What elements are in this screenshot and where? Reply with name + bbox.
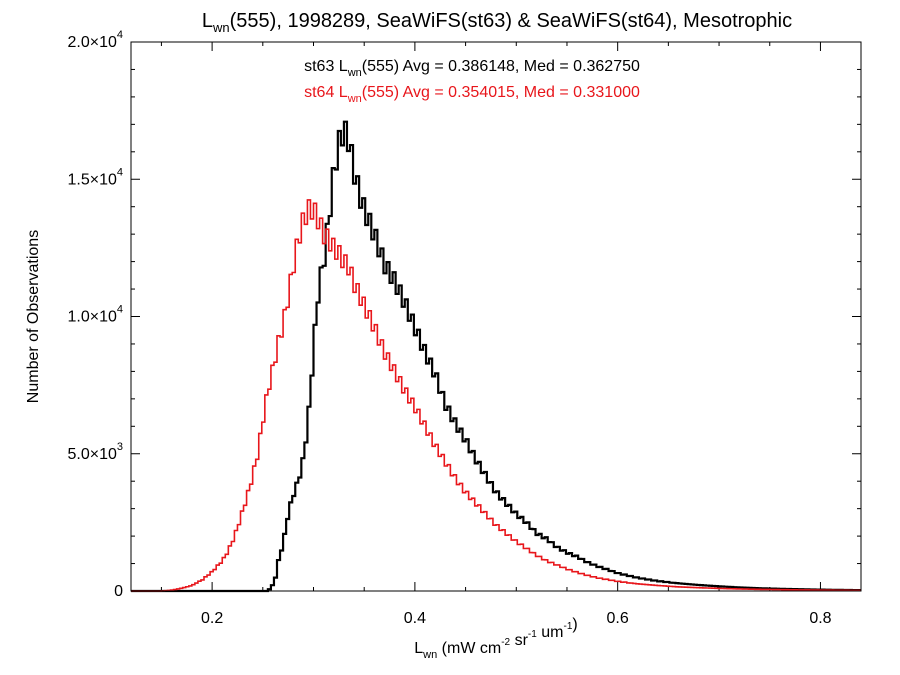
x-tick-label: 0.6	[607, 610, 629, 627]
x-tick-label: 0.2	[201, 610, 223, 627]
chart-title: Lwn(555), 1998289, SeaWiFS(st63) & SeaWi…	[202, 10, 792, 35]
histogram-line-st63	[131, 120, 861, 593]
y-tick-label: 1.5×104	[67, 166, 123, 188]
y-axis-label: Number of Observations	[25, 230, 42, 403]
axis-tick-marks	[131, 41, 861, 592]
x-axis-label: Lwn (mW cm-2 sr-1 um-1)	[414, 616, 577, 661]
y-tick-label: 5.0×103	[67, 441, 123, 463]
stats-text-st64: st64 Lwn(555) Avg = 0.354015, Med = 0.33…	[304, 84, 640, 105]
x-axis-tick-labels: 0.2 0.4 0.6 0.8	[201, 610, 832, 627]
y-tick-label: 0	[114, 583, 123, 600]
x-tick-label: 0.4	[404, 610, 426, 627]
stats-annotations: st63 Lwn(555) Avg = 0.386148, Med = 0.36…	[304, 58, 640, 105]
histogram-series	[131, 120, 861, 593]
x-tick-label: 0.8	[809, 610, 831, 627]
y-tick-label: 1.0×104	[67, 304, 123, 326]
stats-text-st63: st63 Lwn(555) Avg = 0.386148, Med = 0.36…	[304, 58, 640, 79]
histogram-line-st64	[131, 199, 861, 592]
y-tick-label: 2.0×104	[67, 29, 123, 51]
plot-area-frame	[130, 41, 862, 592]
y-axis-tick-labels: 0 5.0×103 1.0×104 1.5×104 2.0×104	[67, 29, 123, 600]
